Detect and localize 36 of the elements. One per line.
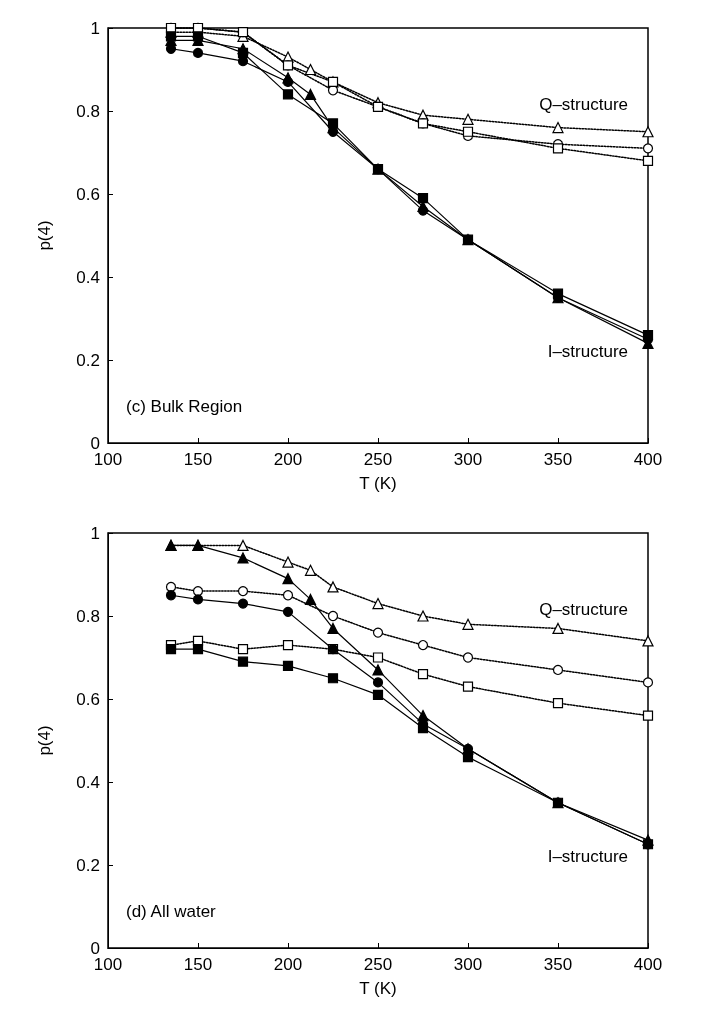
y-tick-label: 0.4 bbox=[76, 772, 100, 792]
y-tick-label: 0 bbox=[90, 938, 100, 958]
y-axis-title: p(4) bbox=[35, 725, 54, 756]
x-tick-label: 250 bbox=[363, 450, 393, 469]
y-tick-label: 0.6 bbox=[76, 689, 100, 709]
x-tick-label: 400 bbox=[633, 450, 663, 469]
y-tick-label: 0.6 bbox=[76, 184, 100, 204]
x-tick-label: 150 bbox=[183, 450, 213, 469]
x-axis-title: T (K) bbox=[359, 979, 397, 998]
x-tick-label: 300 bbox=[453, 955, 483, 974]
annotation: Q–structure bbox=[539, 95, 628, 114]
y-tick-label: 0.4 bbox=[76, 267, 100, 287]
x-axis-title: T (K) bbox=[359, 474, 397, 493]
y-tick-label: 1 bbox=[90, 18, 100, 38]
annotation: I–structure bbox=[547, 847, 628, 866]
y-tick-label: 0.8 bbox=[76, 101, 100, 121]
x-tick-label: 200 bbox=[273, 450, 303, 469]
x-tick-label: 250 bbox=[363, 955, 393, 974]
y-tick-label: 0 bbox=[90, 433, 100, 453]
x-tick-label: 350 bbox=[543, 955, 573, 974]
annotation: (d) All water bbox=[126, 902, 217, 921]
annotation: (c) Bulk Region bbox=[126, 397, 243, 416]
y-tick-label: 0.2 bbox=[76, 350, 100, 370]
x-tick-label: 150 bbox=[183, 955, 213, 974]
y-tick-label: 0.2 bbox=[76, 855, 100, 875]
y-tick-label: 1 bbox=[90, 523, 100, 543]
x-tick-label: 100 bbox=[93, 450, 123, 469]
x-tick-label: 300 bbox=[453, 450, 483, 469]
x-tick-label: 100 bbox=[93, 955, 123, 974]
y-tick-label: 0.8 bbox=[76, 606, 100, 626]
y-axis-title: p(4) bbox=[35, 220, 54, 251]
x-tick-label: 200 bbox=[273, 955, 303, 974]
annotation: I–structure bbox=[547, 342, 628, 361]
annotation: Q–structure bbox=[539, 600, 628, 619]
x-tick-label: 350 bbox=[543, 450, 573, 469]
x-tick-label: 400 bbox=[633, 955, 663, 974]
